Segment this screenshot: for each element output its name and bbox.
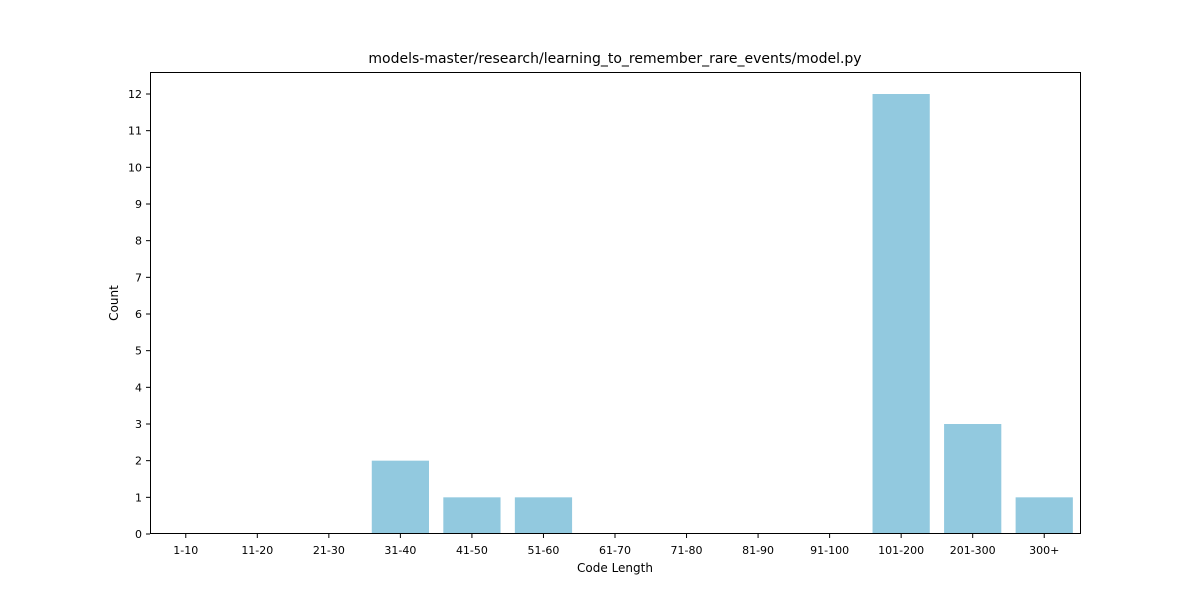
y-tick-label: 4 <box>135 381 142 394</box>
plot-frame <box>150 72 1081 534</box>
chart-title: models-master/research/learning_to_remem… <box>368 51 861 67</box>
x-tick-label: 81-90 <box>742 544 774 557</box>
bar-201-300 <box>944 424 1002 534</box>
y-tick-label: 12 <box>128 88 142 101</box>
y-tick-label: 3 <box>135 418 142 431</box>
x-tick-label: 21-30 <box>313 544 345 557</box>
x-tick-label: 1-10 <box>173 544 198 557</box>
x-tick-label: 31-40 <box>384 544 416 557</box>
y-tick-label: 1 <box>135 491 142 504</box>
y-tick-label: 10 <box>128 161 142 174</box>
y-tick-label: 7 <box>135 271 142 284</box>
x-tick-label: 11-20 <box>241 544 273 557</box>
bar-51-60 <box>514 497 573 534</box>
x-tick-label: 101-200 <box>878 544 924 557</box>
bar-300+ <box>1015 497 1073 534</box>
y-tick-label: 2 <box>135 455 142 468</box>
x-tick-label: 91-100 <box>810 544 849 557</box>
x-axis-ticks: 1-10 11-20 21-30 31-40 41-50 51-60 61-70 71-80 8… <box>173 534 1059 557</box>
bar-41-50 <box>443 497 501 534</box>
y-tick-label: 5 <box>135 345 142 358</box>
x-tick-label: 201-300 <box>950 544 996 557</box>
bars-group <box>371 94 1073 534</box>
y-tick-label: 11 <box>128 125 142 138</box>
y-tick-label: 0 <box>135 528 142 541</box>
x-tick-label: 61-70 <box>599 544 631 557</box>
x-tick-label: 51-60 <box>527 544 559 557</box>
x-tick-label: 41-50 <box>456 544 488 557</box>
x-tick-label: 300+ <box>1029 544 1059 557</box>
bar-31-40 <box>371 460 429 534</box>
x-axis-label: Code Length <box>577 561 653 575</box>
bar-101-200 <box>872 94 930 534</box>
y-tick-label: 6 <box>135 308 142 321</box>
y-tick-label: 9 <box>135 198 142 211</box>
y-axis-label: Count <box>107 285 121 321</box>
y-tick-label: 8 <box>135 235 142 248</box>
x-tick-label: 71-80 <box>671 544 703 557</box>
